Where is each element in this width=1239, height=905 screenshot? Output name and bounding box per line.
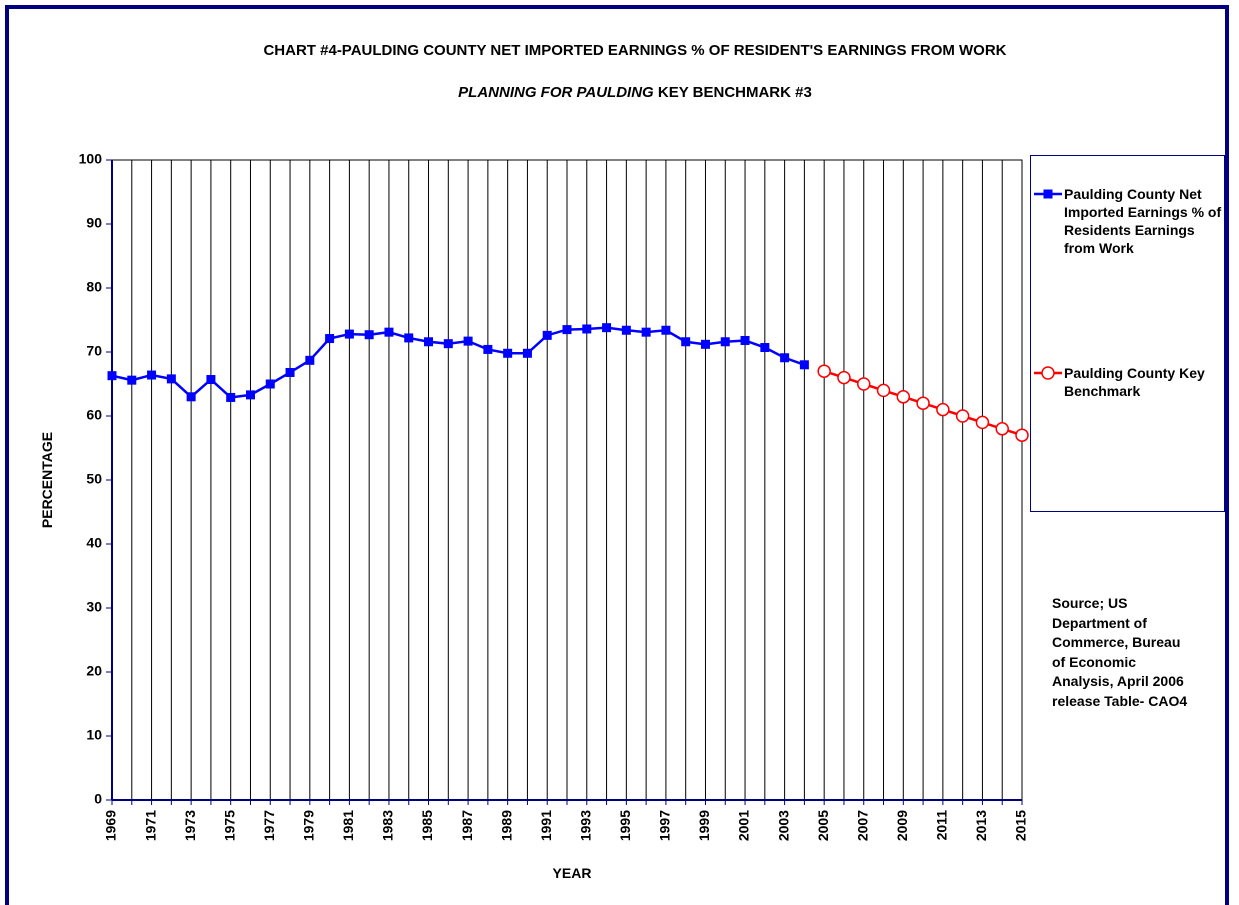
point (936, 402, 950, 417)
x-tick-label: 2007 (854, 810, 870, 841)
point (147, 370, 157, 380)
point (661, 325, 671, 335)
y-tick-label: 90 (86, 215, 102, 231)
point (285, 367, 295, 377)
point (700, 339, 710, 349)
point (740, 335, 750, 345)
y-tick-label: 40 (86, 535, 102, 551)
legend-marker (1043, 189, 1053, 199)
x-tick-label: 2003 (775, 810, 791, 841)
chart-subtitle: PLANNING FOR PAULDING KEY BENCHMARK #3 (140, 84, 1130, 102)
x-tick-label: 2005 (815, 810, 831, 841)
point (641, 327, 651, 337)
point (799, 360, 809, 370)
y-axis-label: PERCENTAGE (39, 432, 55, 528)
x-tick-label: 1985 (419, 810, 435, 841)
x-tick-label: 1975 (221, 810, 237, 841)
point (720, 337, 730, 347)
x-tick-label: 2009 (894, 810, 910, 841)
x-tick-label: 1971 (142, 810, 158, 841)
point (955, 409, 970, 423)
point (186, 392, 196, 402)
point (975, 415, 990, 430)
x-tick-label: 1999 (696, 810, 712, 841)
point (344, 329, 354, 339)
y-tick-label: 20 (86, 663, 102, 679)
y-tick-label: 60 (86, 407, 102, 423)
x-tick-label: 1981 (340, 810, 356, 841)
point (780, 353, 790, 363)
subtitle-italic: PLANNING FOR PAULDING (458, 84, 654, 101)
point (364, 330, 374, 340)
x-tick-label: 1983 (380, 810, 396, 841)
x-tick-label: 1997 (657, 810, 673, 841)
legend (1030, 155, 1225, 512)
point (424, 337, 434, 347)
x-tick-label: 1989 (498, 810, 514, 841)
point (443, 339, 453, 349)
point (206, 375, 216, 385)
point (325, 334, 335, 344)
x-tick-label: 2015 (1013, 810, 1029, 841)
y-tick-label: 50 (86, 471, 102, 487)
series-line (111, 326, 805, 399)
point (542, 330, 552, 340)
x-tick-label: 1987 (459, 810, 475, 841)
point (404, 333, 414, 343)
x-tick-label: 1969 (103, 810, 119, 841)
x-tick-label: 1991 (538, 810, 554, 841)
point (245, 390, 255, 400)
point (817, 364, 831, 378)
x-axis-label: YEAR (553, 865, 592, 881)
point (602, 323, 612, 333)
point (681, 337, 691, 347)
x-tick-label: 1973 (182, 810, 198, 841)
y-tick-label: 30 (86, 599, 102, 615)
point (305, 355, 315, 365)
point (837, 370, 851, 385)
point (621, 325, 631, 335)
point (562, 325, 572, 335)
subtitle-rest: KEY BENCHMARK #3 (657, 84, 812, 101)
point (226, 392, 236, 402)
x-tick-label: 2013 (973, 810, 989, 841)
y-tick-label: 0 (94, 791, 102, 807)
legend-label: Paulding County Key Benchmark (1064, 365, 1205, 399)
x-tick-label: 1977 (261, 810, 277, 841)
x-tick-label: 1995 (617, 810, 633, 841)
x-tick-label: 1993 (577, 810, 593, 841)
point (995, 422, 1009, 436)
point (896, 390, 911, 404)
legend-label: Paulding County Net Imported Earnings % … (1064, 186, 1222, 256)
point (760, 343, 770, 353)
y-tick-label: 10 (86, 727, 102, 743)
point (1015, 428, 1029, 442)
point (916, 396, 930, 410)
point (166, 374, 176, 384)
point (463, 336, 473, 346)
y-tick-label: 80 (86, 279, 102, 295)
frame (5, 5, 1229, 905)
x-tick-label: 2011 (934, 810, 950, 841)
chart-title: CHART #4-PAULDING COUNTY NET IMPORTED EA… (263, 42, 1007, 59)
x-tick-label: 2001 (736, 810, 752, 841)
y-tick-label: 100 (79, 151, 103, 167)
point (107, 371, 117, 381)
legend-marker (1041, 366, 1055, 380)
point (503, 348, 513, 358)
point (876, 383, 891, 398)
point (384, 327, 394, 337)
point (265, 379, 275, 389)
point (522, 348, 532, 358)
point (856, 377, 871, 391)
point (127, 375, 137, 385)
point (483, 344, 493, 354)
source-note: Source; US Department of Commerce, Burea… (1052, 595, 1188, 709)
y-tick-label: 70 (86, 343, 102, 359)
x-tick-label: 1979 (301, 810, 317, 841)
point (582, 324, 592, 334)
